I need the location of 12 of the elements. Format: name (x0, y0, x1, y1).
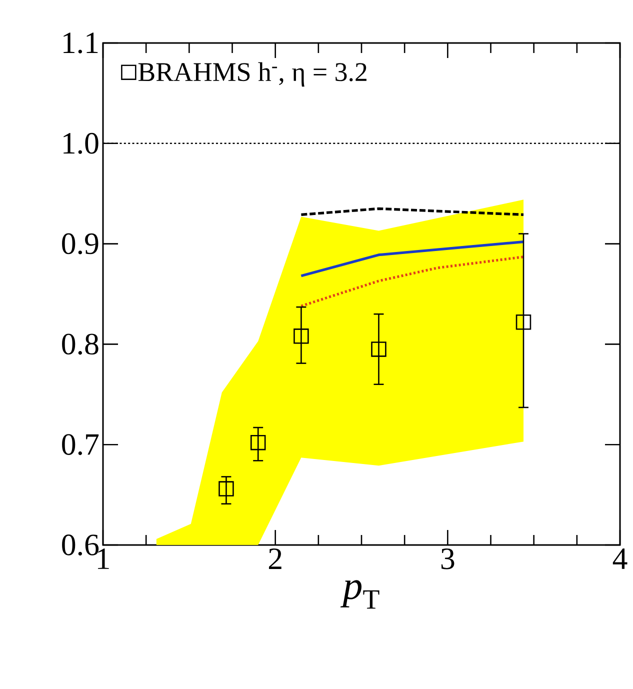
x-tick-label: 3 (441, 548, 454, 570)
y-tick-label: 0.7 (62, 434, 99, 456)
y-tick-label: 0.8 (62, 334, 98, 355)
x-tick-label: 2 (268, 548, 282, 569)
x-tick-label: 4 (612, 548, 628, 569)
y-tick-label: 1.1 (64, 32, 98, 54)
y-tick-label: 0.6 (62, 534, 99, 556)
x-tick-label: 1 (98, 548, 109, 569)
y-tick-label: 0.9 (62, 233, 98, 254)
y-tick-label: 1.0 (64, 132, 98, 154)
legend-label: BRAHMS h$^{-}$, η = 3.2 (138, 62, 366, 87)
x-axis-title: p$_{T}$ (340, 580, 380, 609)
